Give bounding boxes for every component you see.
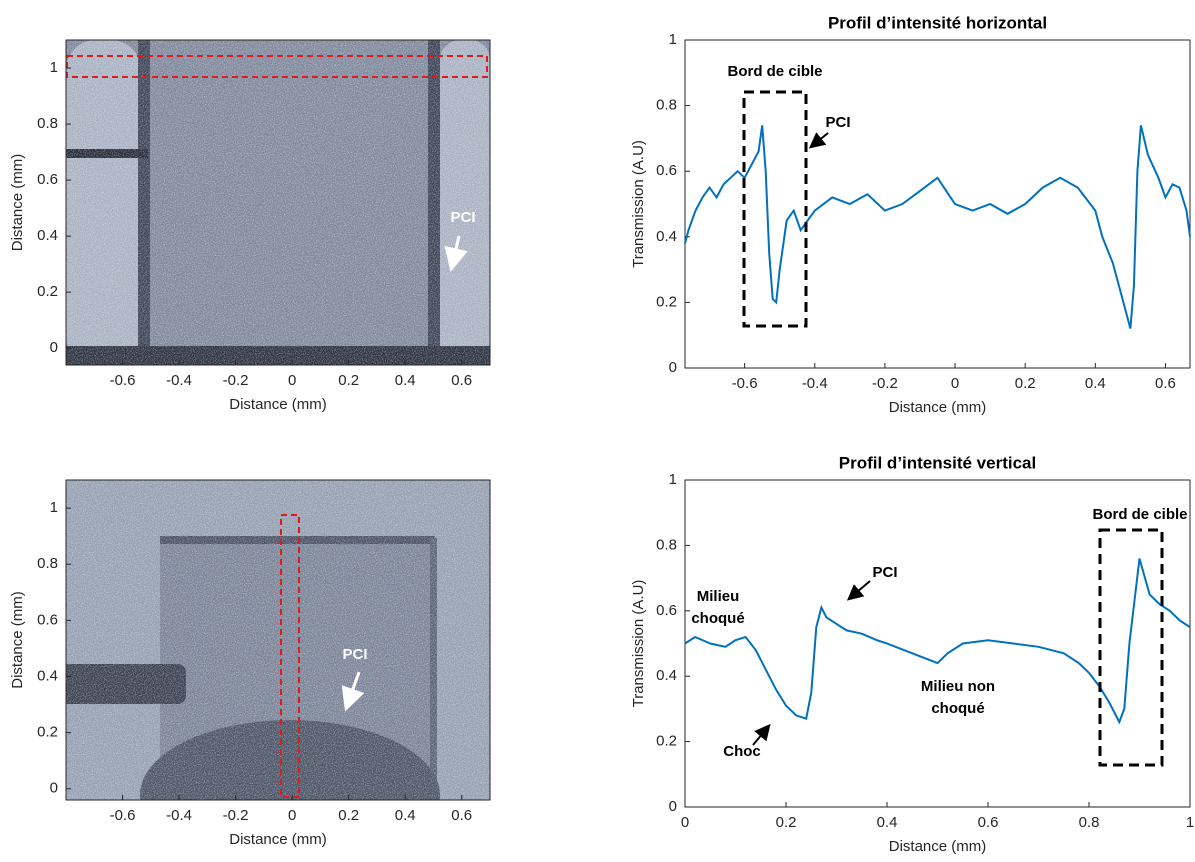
x-axis-label: Distance (mm) [229,396,327,413]
annotation: Milieu [697,588,740,605]
x-tick-label: 0.6 [978,814,999,831]
x-tick-label: 0.4 [395,372,416,389]
y-tick-label: 0.6 [656,602,677,619]
y-tick-label: 0.8 [37,555,58,572]
noise [66,480,490,800]
y-tick-label: 0 [669,359,677,376]
x-tick-label: -0.6 [732,375,758,392]
line-series [684,125,1191,329]
y-tick-label: 0.2 [656,733,677,750]
y-axis-label: Transmission (A.U) [630,140,647,268]
x-tick-label: 0.4 [877,814,898,831]
annotation: PCI [872,564,897,581]
x-tick-label: -0.6 [110,807,136,824]
chart-title: Profil d’intensité horizontal [828,13,1047,32]
x-tick-label: 0 [288,807,296,824]
y-tick-label: 0.2 [37,283,58,300]
y-tick-label: 1 [669,471,677,488]
x-tick-label: -0.4 [802,375,828,392]
axes-frame [65,39,491,366]
axes-frame [684,39,1191,369]
x-tick-label: 0.8 [1079,814,1100,831]
x-tick-label: -0.2 [223,807,249,824]
x-tick-label: -0.4 [166,807,192,824]
x-tick-label: 0.6 [1155,375,1176,392]
x-axis-label: Distance (mm) [889,399,987,416]
image [66,480,490,800]
x-tick-label: 0 [288,372,296,389]
annotation: choqué [931,700,984,717]
chart-title: Profil d’intensité vertical [839,453,1036,472]
x-tick-label: -0.6 [110,372,136,389]
annotation-arrow [808,132,829,149]
y-tick-label: 0.8 [656,536,677,553]
axes-frame [65,479,491,801]
y-tick-label: 0.2 [37,724,58,741]
y-tick-label: 0.6 [37,171,58,188]
x-tick-label: -0.2 [872,375,898,392]
y-tick-label: 0.8 [37,115,58,132]
line-series [684,558,1191,725]
y-tick-label: 0 [669,798,677,815]
y-tick-label: 1 [50,59,58,76]
y-tick-label: 0.6 [656,162,677,179]
x-tick-label: 0 [951,375,959,392]
y-tick-label: 0.4 [37,667,58,684]
annotation: PCI [825,114,850,131]
x-tick-label: 0 [681,814,689,831]
y-tick-label: 0.8 [656,97,677,114]
annotation: Bord de cible [727,63,822,80]
y-tick-label: 0.4 [656,667,677,684]
x-tick-label: 1 [1186,814,1194,831]
annotation: Choc [723,743,761,760]
x-tick-label: 0.6 [451,372,472,389]
y-tick-label: 0.4 [656,228,677,245]
selection [66,55,488,78]
x-tick-label: 0.2 [776,814,797,831]
noise [66,40,490,365]
image [66,40,490,365]
x-tick-label: 0.2 [338,372,359,389]
x-tick-label: -0.2 [223,372,249,389]
annotation-arrow [752,723,771,746]
x-tick-label: 0.2 [1015,375,1036,392]
annotation: PCI [450,209,475,226]
y-tick-label: 1 [50,499,58,516]
y-tick-label: 0.4 [37,227,58,244]
x-axis-label: Distance (mm) [889,838,987,855]
y-axis-label: Distance (mm) [9,591,26,689]
y-tick-label: 1 [669,31,677,48]
x-axis-label: Distance (mm) [229,831,327,848]
y-axis-label: Distance (mm) [9,154,26,252]
y-tick-label: 0 [50,339,58,356]
annotation: Milieu non [921,678,995,695]
y-tick-label: 0.2 [656,293,677,310]
axes-frame [684,479,1191,808]
y-tick-label: 0.6 [37,611,58,628]
annotation: PCI [342,646,367,663]
annotation-arrow [846,580,871,601]
annotation-box [1098,528,1164,767]
x-tick-label: 0.6 [451,807,472,824]
annotation: choqué [691,610,744,627]
annotation: Bord de cible [1092,506,1187,523]
x-tick-label: 0.4 [395,807,416,824]
x-tick-label: 0.2 [338,807,359,824]
y-tick-label: 0 [50,780,58,797]
annotation-arrow [444,235,468,272]
x-tick-label: -0.4 [166,372,192,389]
annotation-box [742,90,808,328]
annotation-arrow [341,671,365,712]
y-axis-label: Transmission (A.U) [630,580,647,708]
x-tick-label: 0.4 [1085,375,1106,392]
